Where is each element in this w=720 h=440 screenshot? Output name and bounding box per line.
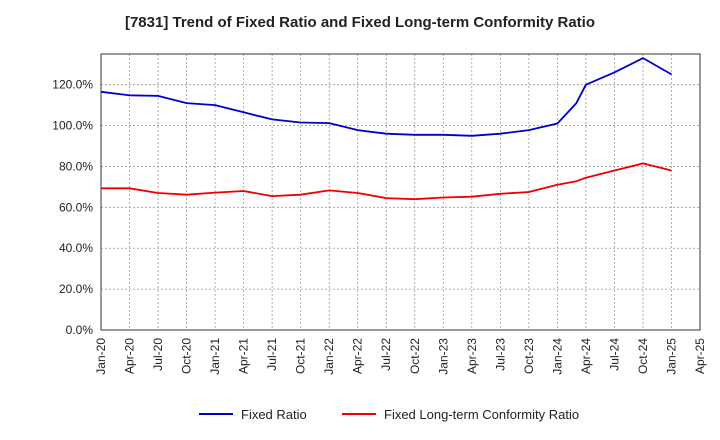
x-tick-label: Jan-25: [664, 338, 678, 375]
x-tick-label: Jan-24: [550, 338, 564, 375]
x-tick-label: Jul-24: [607, 338, 621, 371]
x-tick-label: Apr-25: [693, 338, 707, 374]
x-tick-label: Oct-24: [636, 338, 650, 374]
legend-label: Fixed Long-term Conformity Ratio: [384, 407, 579, 422]
y-tick-label: 120.0%: [52, 78, 93, 92]
x-tick-label: Apr-20: [123, 338, 137, 374]
y-tick-label: 60.0%: [59, 200, 93, 214]
x-tick-label: Apr-23: [465, 338, 479, 374]
x-tick-label: Jan-22: [322, 338, 336, 375]
y-tick-label: 40.0%: [59, 241, 93, 255]
y-tick-label: 80.0%: [59, 159, 93, 173]
series-line-fixed-long-term-conformity-ratio: [101, 162, 672, 201]
x-tick-label: Jan-21: [208, 338, 222, 375]
series-line-fixed-ratio: [100, 57, 672, 137]
x-tick-label: Apr-24: [579, 338, 593, 374]
x-tick-label: Oct-23: [522, 338, 536, 374]
plot-frame: [100, 53, 701, 331]
x-tick-label: Oct-21: [294, 338, 308, 374]
x-tick-label: Jul-22: [379, 338, 393, 371]
x-tick-label: Jul-23: [493, 338, 507, 371]
chart-title: [7831] Trend of Fixed Ratio and Fixed Lo…: [124, 14, 596, 31]
x-tick-label: Oct-22: [408, 338, 422, 374]
x-tick-label: Jul-20: [151, 338, 165, 371]
y-tick-label: 100.0%: [52, 119, 93, 133]
x-tick-label: Jul-21: [265, 338, 279, 371]
x-tick-label: Apr-21: [237, 338, 251, 374]
y-tick-label: 20.0%: [59, 282, 93, 296]
x-tick-label: Apr-22: [351, 338, 365, 374]
y-tick-label: 0.0%: [66, 323, 94, 337]
x-tick-label: Jan-23: [436, 338, 450, 375]
legend-label: Fixed Ratio: [241, 407, 307, 422]
x-tick-label: Oct-20: [180, 338, 194, 374]
x-tick-label: Jan-20: [94, 338, 108, 375]
